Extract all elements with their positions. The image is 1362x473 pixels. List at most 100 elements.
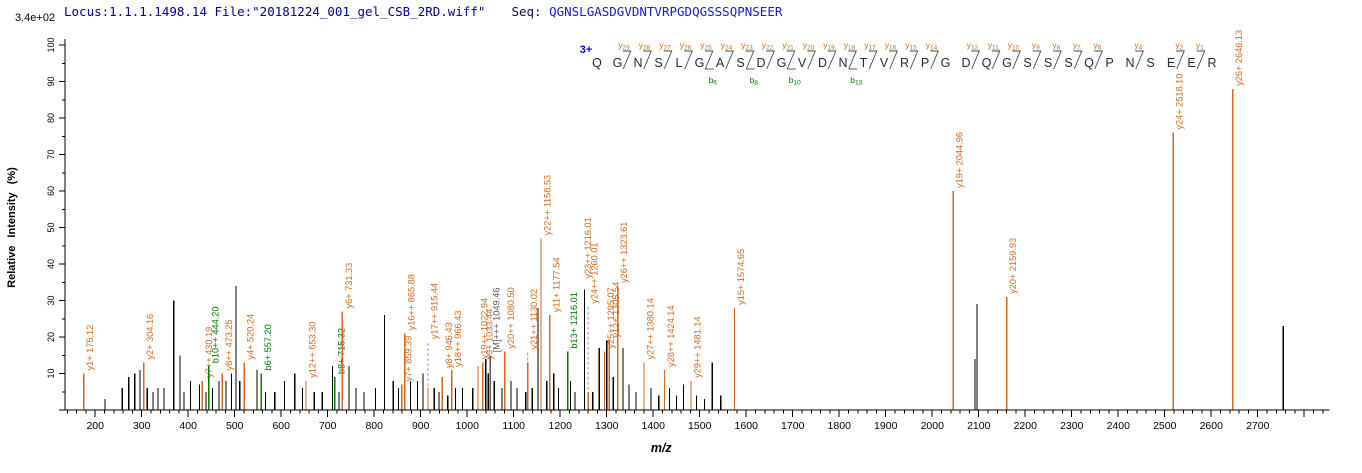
y-tick-label: 30 — [46, 295, 56, 305]
ladder-cleavage-mark — [827, 50, 837, 70]
ladder-cleavage-mark — [704, 50, 714, 70]
x-tick-label: 1400 — [642, 420, 666, 432]
peak-label: b13+ 1216.01 — [569, 292, 579, 348]
ladder-residue: R — [900, 56, 909, 70]
ladder-cleavage-mark — [991, 50, 1001, 70]
x-tick-label: 300 — [133, 420, 151, 432]
intensity-scale-note: 3.4e+02 — [15, 12, 56, 24]
ladder-y-ion-label: y10 — [1008, 40, 1020, 52]
peak-label: y26++ 1323.61 — [619, 222, 629, 283]
x-tick-label: 2500 — [1153, 420, 1177, 432]
peak-label: y6+ 731.33 — [344, 263, 354, 309]
peak-label: y17++ 915.44 — [429, 283, 439, 339]
ladder-cleavage-mark — [1135, 50, 1144, 70]
peak-label: y2+ 304.16 — [145, 314, 155, 360]
x-tick-label: 600 — [272, 420, 290, 432]
ladder-cleavage-mark — [786, 50, 796, 70]
peak-label: y11+ 1177.54 — [551, 258, 561, 313]
x-tick-label: 2700 — [1246, 420, 1270, 432]
ladder-residue: E — [1167, 56, 1175, 70]
ladder-residue: D — [756, 56, 765, 70]
ladder-residue: S — [1044, 56, 1052, 70]
ladder-residue: D — [961, 56, 970, 70]
x-tick-label: 1700 — [781, 420, 805, 432]
charge-state-label: 3+ — [580, 44, 593, 56]
peak-label: y21++ 1130.02 — [529, 289, 539, 350]
ladder-residue: Q — [1084, 56, 1094, 70]
ladder-residue: G — [695, 56, 705, 70]
peak-label: y28++ 1424.14 — [666, 306, 676, 367]
ladder-y-ion-label: y22 — [762, 40, 774, 52]
ladder-residue: L — [676, 56, 683, 70]
peak-label: b6+ 557.20 — [263, 324, 273, 370]
ladder-y-ion-label: y1 — [1196, 40, 1204, 52]
x-tick-label: 200 — [86, 420, 104, 432]
ladder-y-ion-label: y2 — [1175, 40, 1183, 52]
ladder-residue: S — [654, 56, 662, 70]
ladder-y-ion-label: y28 — [639, 40, 651, 52]
ladder-y-ion-label: y12 — [967, 40, 979, 52]
ladder-residue: N — [633, 56, 642, 70]
x-tick-label: 1100 — [502, 420, 525, 432]
x-tick-label: 900 — [412, 420, 430, 432]
ladder-y-ion-label: y7 — [1073, 40, 1081, 52]
ladder-y-ion-label: y17 — [864, 40, 876, 52]
x-tick-label: 1500 — [688, 420, 712, 432]
peak-label: y19++ 1022.94 — [479, 298, 489, 359]
ladder-residue: N — [1125, 56, 1134, 70]
ladder-cleavage-mark — [643, 50, 652, 70]
ladder-y-ion-label: y24 — [721, 40, 733, 52]
ladder-cleavage-mark — [971, 50, 980, 70]
x-tick-label: 800 — [365, 420, 383, 432]
peak-label: [M]+++ 1049.46 — [492, 288, 502, 353]
x-tick-label: 2300 — [1060, 420, 1084, 432]
ladder-cleavage-mark — [766, 50, 775, 70]
peak-label: y24+ 2518.10 — [1175, 74, 1185, 130]
ladder-residue: G — [1002, 56, 1012, 70]
x-tick-label: 700 — [319, 420, 337, 432]
ladder-y-ion-label: y27 — [659, 40, 671, 52]
ladder-cleavage-mark — [745, 50, 755, 70]
sequence-text: QGNSLGASDGVDNTVRPGDQGSSSQPNSEER — [549, 4, 783, 19]
ladder-y-ion-label: y8 — [1052, 40, 1060, 52]
ladder-residue: S — [1146, 56, 1154, 70]
ladder-y-ion-label: y20 — [803, 40, 815, 52]
peak-label: y24++ 1260.01 — [590, 242, 600, 303]
peak-label: y23++ 1216.01 — [583, 217, 593, 278]
y-tick-label: 60 — [46, 186, 56, 196]
ladder-y-ion-label: y14 — [926, 40, 938, 52]
ladder-cleavage-mark — [1176, 50, 1185, 70]
peak-label: y9+ 1033.44 — [484, 309, 494, 360]
peak-label: y1+ 175.12 — [85, 325, 95, 371]
x-axis-title: m/z — [651, 441, 673, 455]
ladder-y-ion-label: y23 — [741, 40, 753, 52]
ladder-residue: G — [777, 56, 787, 70]
y-axis-title: Relative Intensity (%) — [6, 167, 18, 288]
seq-label: Seq: — [511, 4, 542, 19]
ladder-y-ion-label: y19 — [823, 40, 835, 52]
peak-label: y7++ 430.19 — [204, 327, 214, 378]
x-tick-label: 500 — [226, 420, 244, 432]
ladder-y-ion-label: y6 — [1093, 40, 1101, 52]
peak-label: b8+ 715.32 — [336, 328, 346, 374]
ladder-residue: P — [921, 56, 929, 70]
ladder-residue: N — [838, 56, 847, 70]
peak-label: y15+ 1574.65 — [736, 249, 746, 305]
ladder-residue: V — [798, 56, 807, 70]
y-tick-label: 90 — [46, 76, 56, 86]
ladder-cleavage-mark — [1012, 50, 1021, 70]
ladder-residue: G — [613, 56, 623, 70]
x-tick-label: 1900 — [874, 420, 898, 432]
y-tick-label: 70 — [46, 149, 56, 159]
peak-label: y4+ 520.24 — [246, 314, 256, 360]
peak-label: y26+ 2646.13 — [1234, 30, 1244, 86]
ladder-residue: V — [880, 56, 889, 70]
peak-label: y25++ 1295.07 — [606, 287, 616, 348]
ladder-residue: S — [1023, 56, 1031, 70]
ladder-y-ion-label: y21 — [782, 40, 794, 52]
peak-label: y19+ 2044.96 — [955, 132, 965, 188]
peak-label: y22++ 1158.53 — [542, 175, 552, 236]
y-tick-label: 100 — [46, 37, 56, 52]
